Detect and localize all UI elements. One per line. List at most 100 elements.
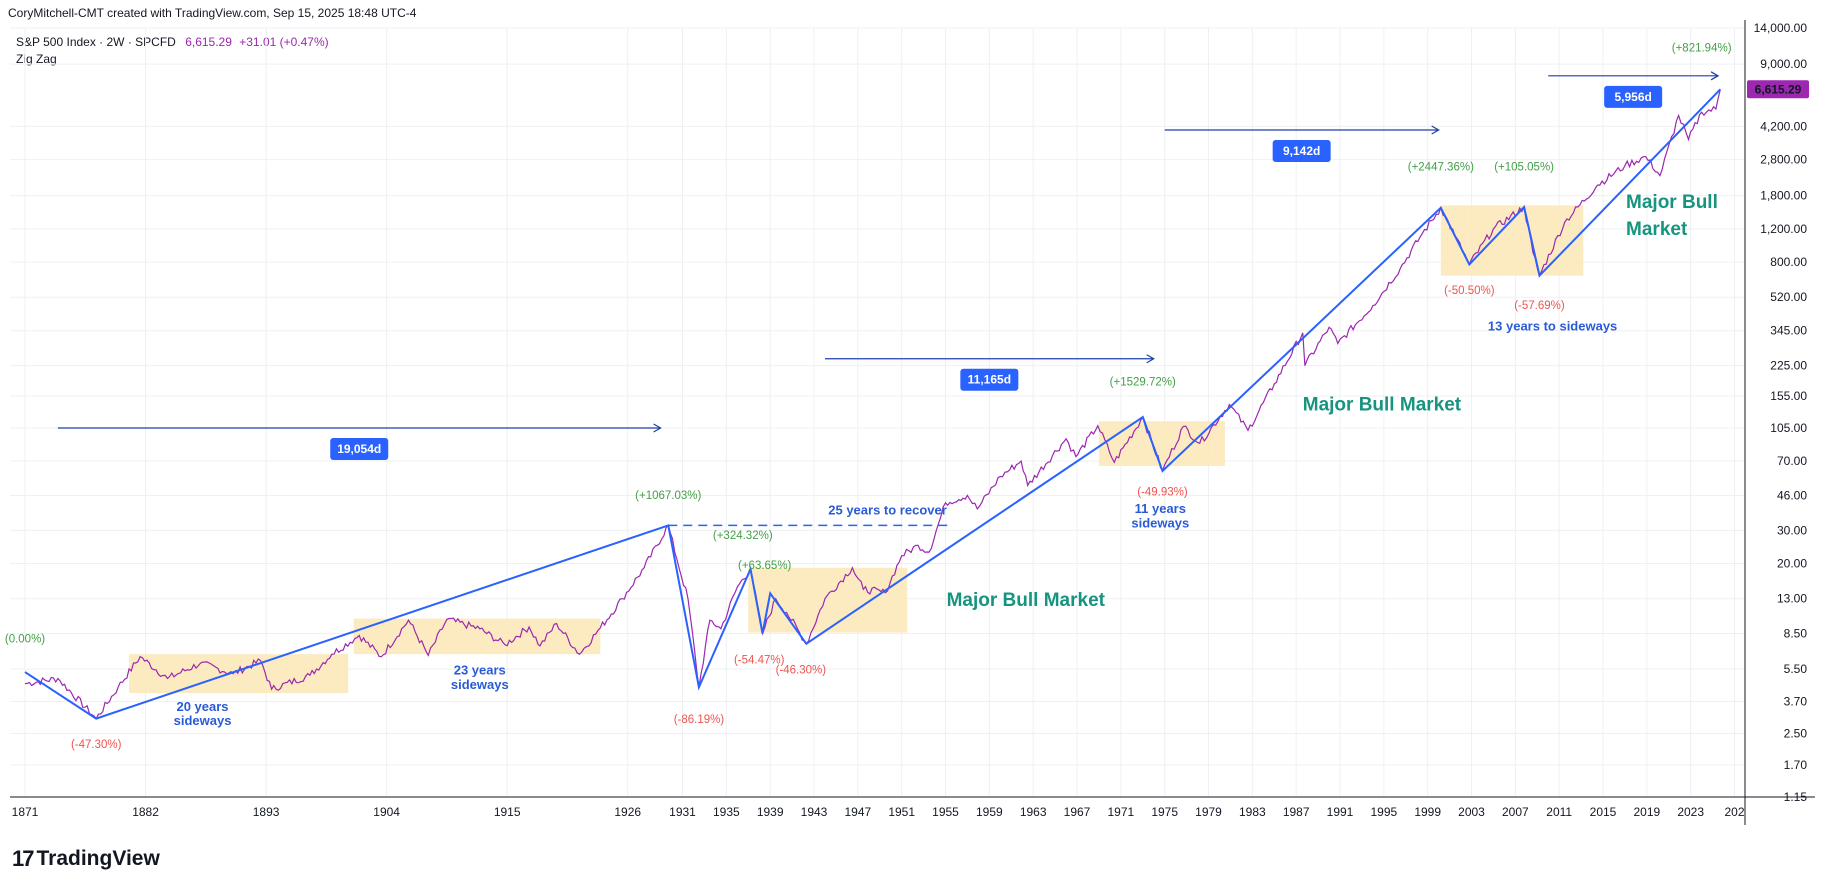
x-tick-label: 1904 — [373, 805, 400, 819]
y-tick-label: 70.00 — [1777, 454, 1807, 468]
symbol-change: +31.01 (+0.47%) — [239, 35, 329, 49]
x-tick-label: 2003 — [1458, 805, 1485, 819]
x-tick-label: 1971 — [1107, 805, 1134, 819]
zigzag-percent-label: (-86.19%) — [674, 714, 725, 726]
sideways-annotation: sideways — [451, 677, 509, 692]
y-tick-label: 5.50 — [1784, 662, 1808, 676]
y-tick-label: 46.00 — [1777, 488, 1807, 502]
x-tick-label: 1951 — [888, 805, 915, 819]
x-tick-label: 2007 — [1502, 805, 1529, 819]
y-tick-label: 1.15 — [1784, 790, 1808, 804]
bull-market-annotation: Major Bull — [1626, 192, 1718, 213]
y-tick-label: 1,200.00 — [1760, 222, 1807, 236]
measure-label-box — [1604, 85, 1663, 108]
x-tick-label: 1931 — [669, 805, 696, 819]
symbol-price: 6,615.29 — [185, 35, 232, 49]
indicator-legend[interactable]: Zig Zag — [16, 52, 57, 66]
sideways-annotation: 13 years to sideways — [1488, 319, 1617, 334]
zigzag-percent-label: (+63.65%) — [738, 560, 792, 572]
x-tick-label: 1955 — [932, 805, 959, 819]
sideways-annotation: sideways — [1131, 516, 1189, 531]
x-tick-label: 1882 — [132, 805, 159, 819]
y-tick-label: 9,000.00 — [1760, 57, 1807, 71]
x-tick-label: 1939 — [757, 805, 784, 819]
measure-label: 11,165d — [968, 373, 1011, 387]
y-tick-label: 155.00 — [1770, 389, 1807, 403]
x-tick-label: 1975 — [1151, 805, 1178, 819]
measure-label-box — [960, 368, 1019, 391]
y-tick-label: 20.00 — [1777, 557, 1807, 571]
x-tick-label: 1871 — [12, 805, 39, 819]
bull-market-annotation: Major Bull Market — [1303, 395, 1462, 416]
measure-label-box — [330, 437, 389, 460]
sideways-range-box — [129, 654, 349, 694]
zigzag-percent-label: (+105.05%) — [1494, 161, 1554, 173]
y-tick-label: 800.00 — [1770, 255, 1807, 269]
y-tick-label: 225.00 — [1770, 359, 1807, 373]
zigzag-line — [24, 88, 1722, 720]
brand-text: TradingView — [36, 847, 160, 870]
sideways-annotation: 23 years — [454, 662, 506, 677]
zigzag-percent-label: (+1529.72%) — [1110, 376, 1176, 388]
zigzag-percent-label: (-54.47%) — [734, 654, 785, 666]
x-tick-label: 1943 — [801, 805, 828, 819]
tradingview-logo-icon: 17 — [12, 846, 35, 871]
x-tick-label: 1926 — [614, 805, 641, 819]
measure-arrowhead — [1146, 354, 1155, 364]
y-tick-label: 14,000.00 — [1754, 21, 1808, 35]
zigzag-percent-label: (+1067.03%) — [635, 490, 701, 502]
measure-label-box — [1272, 140, 1331, 163]
y-tick-label: 2.50 — [1784, 727, 1808, 741]
x-tick-label: 1893 — [253, 805, 280, 819]
x-tick-label: 202 — [1725, 805, 1745, 819]
sideways-range-box — [353, 618, 601, 655]
x-tick-label: 1995 — [1370, 805, 1397, 819]
last-price-label: 6,615.29 — [1755, 82, 1802, 96]
x-tick-label: 1915 — [494, 805, 521, 819]
zigzag-percent-label: (+2447.36%) — [1408, 161, 1474, 173]
sideways-range-box — [1098, 421, 1225, 466]
measure-label: 9,142d — [1283, 144, 1320, 158]
x-tick-label: 1959 — [976, 805, 1003, 819]
y-tick-label: 3.70 — [1784, 694, 1808, 708]
y-tick-label: 345.00 — [1770, 324, 1807, 338]
zigzag-percent-label: (-57.69%) — [1514, 300, 1565, 312]
x-tick-label: 1983 — [1239, 805, 1266, 819]
symbol-name: S&P 500 Index · 2W · SPCFD — [16, 35, 176, 49]
x-tick-label: 1979 — [1195, 805, 1222, 819]
symbol-legend[interactable]: S&P 500 Index · 2W · SPCFD 6,615.29 +31.… — [16, 35, 329, 49]
x-tick-label: 1967 — [1064, 805, 1091, 819]
x-tick-label: 2019 — [1634, 805, 1661, 819]
zigzag-percent-label: (+324.32%) — [713, 530, 773, 542]
tradingview-logo[interactable]: 17 TradingView — [12, 846, 160, 872]
x-tick-label: 2011 — [1546, 805, 1572, 819]
last-price-tag — [1747, 80, 1809, 99]
x-tick-label: 1987 — [1283, 805, 1310, 819]
y-tick-label: 2,800.00 — [1760, 153, 1807, 167]
zigzag-percent-label: (-49.93%) — [1137, 486, 1188, 498]
measure-label: 5,956d — [1614, 90, 1651, 104]
sideways-range-box — [1440, 205, 1584, 276]
measure-label: 19,054d — [337, 442, 381, 456]
x-tick-label: 1963 — [1020, 805, 1047, 819]
x-tick-label: 2023 — [1677, 805, 1704, 819]
measure-arrowhead — [1710, 71, 1720, 81]
zigzag-percent-label: (-46.30%) — [776, 665, 827, 677]
x-tick-label: 1947 — [844, 805, 871, 819]
zigzag-percent-label: (-47.30%) — [71, 739, 122, 751]
x-tick-label: 2015 — [1590, 805, 1617, 819]
watermark-text: CoryMitchell-CMT created with TradingVie… — [8, 6, 417, 20]
x-tick-label: 1935 — [713, 805, 740, 819]
sideways-annotation: 11 years — [1135, 501, 1186, 516]
zigzag-percent-label: (-50.50%) — [1444, 285, 1495, 297]
y-tick-label: 1,800.00 — [1760, 189, 1807, 203]
y-tick-label: 4,200.00 — [1760, 119, 1807, 133]
y-tick-label: 1.70 — [1784, 758, 1808, 772]
recover-annotation: 25 years to recover — [828, 502, 947, 517]
y-tick-label: 105.00 — [1770, 421, 1807, 435]
sideways-range-box — [748, 567, 908, 633]
bull-market-annotation: Major Bull Market — [947, 590, 1106, 611]
y-tick-label: 8.50 — [1784, 626, 1808, 640]
sideways-annotation: sideways — [174, 713, 232, 728]
